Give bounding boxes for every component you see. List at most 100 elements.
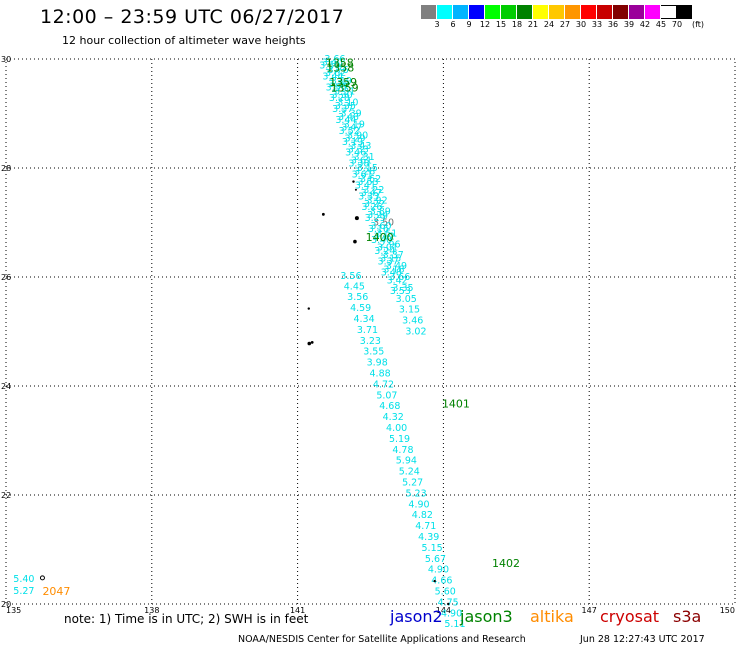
swh-value-overlap: 3.90 [347,130,368,141]
swh-value-overlap: 3.18 [383,264,404,275]
lat-tick-label: 20 [1,600,11,609]
swh-value-overlap: 3.19 [331,76,352,87]
swh-value-overlap: 3.28 [354,166,375,177]
credit-line: NOAA/NESDIS Center for Satellite Applica… [238,634,526,645]
legend-color-bar [421,5,693,19]
lon-tick-label: 141 [290,606,305,615]
swh-value-overlap: 3.15 [399,305,420,316]
legend-swatch [581,5,597,19]
swh-value: 4.90 [428,565,449,576]
swh-value-overlap: 3.92 [366,196,387,207]
swh-value-overlap: 3.15 [380,253,401,264]
pass-time-label: 1358 [326,62,354,75]
swh-value-overlap: 3.40 [322,57,343,68]
swh-value-overlap: 3.50 [373,218,394,229]
pass-time-label: 1358 [326,56,354,69]
legend-swatch [645,5,661,19]
legend-swatch [453,5,469,19]
swh-value: 4.45 [344,281,365,292]
legend-swatch [565,5,581,19]
swh-value-overlap: 3.33 [348,144,369,155]
legend-tick-label: 33 [591,20,603,29]
swh-value: 4.68 [379,401,400,412]
swh-value-overlap: 3.44 [322,71,343,82]
swh-value-overlap: 3.52 [339,126,360,137]
swh-value: 3.56 [347,292,368,303]
swh-value-overlap: 3.66 [324,54,345,65]
legend-swatch [629,5,645,19]
legend-tick-label: 6 [450,20,456,29]
legend-swatch [661,5,677,19]
mission-jason2: jason2 [390,607,443,626]
swh-value-overlap: 3.35 [392,283,413,294]
legend-swatch [677,5,693,19]
swh-value-overlap: 3.31 [334,87,355,98]
island-marker [447,602,450,606]
legend-tick-label: 36 [607,20,619,29]
lat-tick-label: 28 [1,164,11,173]
swh-value: 5.67 [425,554,446,565]
island-marker [352,180,355,183]
swh-value-overlap: 3.37 [332,104,353,115]
swh-value: 5.11 [444,619,465,630]
island-marker [310,341,314,344]
pass-time-label: 1359 [329,76,357,89]
legend-tick-labels: 3 6 9 12 15 18 21 24 27 30 33 36 39 42 45 70 (ft) [421,19,704,33]
swh-value-overlap: 3.37 [378,257,399,268]
island-marker [321,212,325,216]
island-marker [433,579,436,583]
swh-value: 3.55 [363,347,384,358]
swh-value: 4.88 [370,368,391,379]
swh-value-overlap: 3.43 [338,112,359,123]
swh-value: 5.27 [402,477,423,488]
swh-value-overlap: 3.42 [387,275,408,286]
swh-value-overlap: 3.76 [328,65,349,76]
lat-tick-label: 24 [1,382,11,391]
swh-value-overlap: 3.62 [360,174,381,185]
legend-unit: (ft) [691,20,705,29]
swh-value-overlap: 3.43 [350,141,371,152]
swh-value-overlap: 3.01 [377,243,398,254]
swh-value: 5.60 [435,586,456,597]
swh-value: 5.23 [405,488,426,499]
swh-value-overlap: 3.28 [329,93,350,104]
swh-value: 4.34 [353,314,374,325]
swh-value-overlap: 3.53 [390,286,411,297]
swh-value-overlap: 3.29 [344,134,365,145]
mission-altika: altika [530,607,574,626]
swh-value-overlap: 3.46 [345,148,366,159]
swh-value-overlap: 3.30 [331,90,352,101]
lon-tick-label: 135 [6,606,21,615]
swh-value-overlap: 3.66 [389,272,410,283]
swh-value-overlap: 3.26 [361,202,382,213]
swh-value-overlap: 3.49 [386,261,407,272]
legend-tick-label: 15 [495,20,507,29]
swh-value-overlap: 3.51 [376,228,397,239]
pass-time-label: 1401 [442,397,470,410]
legend-swatch [517,5,533,19]
swh-value-overlap: 3.56 [326,82,347,93]
lon-tick-label: 144 [436,606,451,615]
legend-swatch [501,5,517,19]
swh-value-overlap: 3.46 [402,316,423,327]
island-marker [353,239,357,244]
swh-value-overlap: 3.12 [374,232,395,243]
island-marker [307,307,310,310]
swh-value-overlap: 3.16 [368,224,389,235]
legend-tick-label: 12 [479,20,491,29]
swh-value: 4.71 [415,521,436,532]
island-marker [354,188,357,191]
swh-value: 5.24 [399,467,420,478]
legend-tick-label: 3 [434,20,440,29]
pass-time-label: 1400 [366,231,394,244]
swh-value-overlap: 3.19 [342,137,363,148]
swh-value-overlap: 2.96 [379,239,400,250]
pass-time-label: 1359 [331,81,359,94]
legend-tick-label: 70 [671,20,683,29]
swh-value-overlap: 3.10 [337,98,358,109]
swh-value-overlap: 3.15 [357,163,378,174]
swh-value: 4.32 [383,412,404,423]
swh-value-edge: 5.40 [13,574,34,585]
lat-tick-label: 26 [1,273,11,282]
